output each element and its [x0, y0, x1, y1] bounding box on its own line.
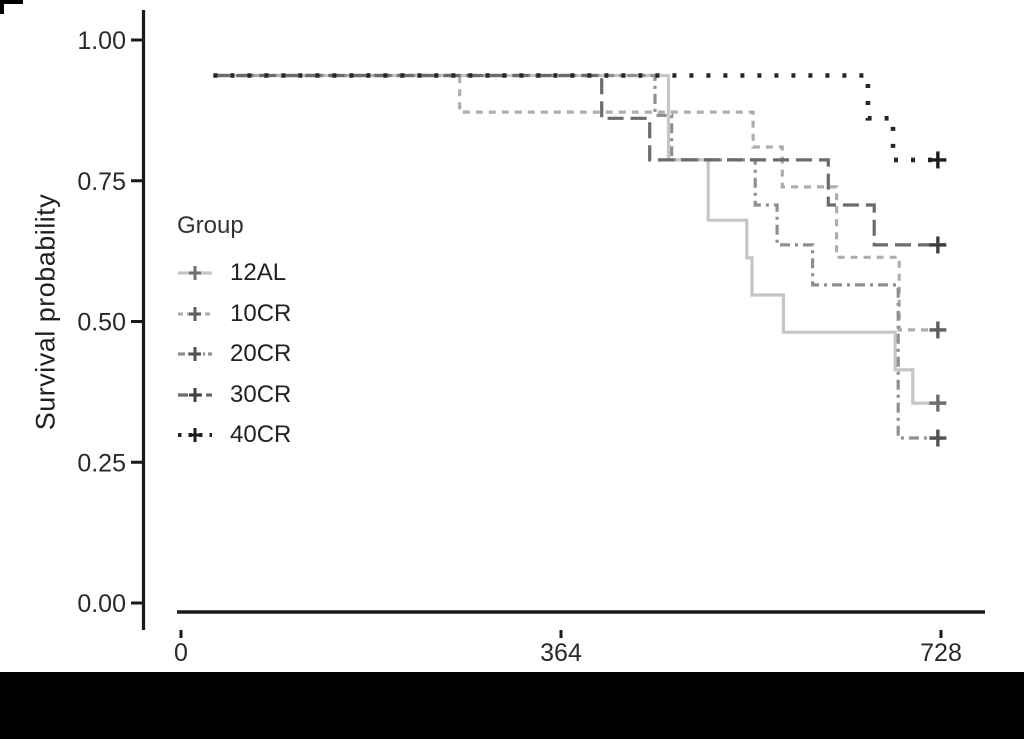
y-tick-label: 0.25: [77, 449, 126, 477]
top-left-black-mark-side: [0, 0, 4, 14]
legend-key-line-icon: [178, 428, 212, 443]
y-tick-label: 1.00: [77, 27, 126, 55]
survival-curve-20cr: [213, 73, 946, 440]
censor-plus-icon-30cr: [929, 236, 947, 254]
legend-key-line-icon: [178, 387, 212, 402]
legend-key-line-icon: [178, 306, 212, 321]
y-tick-label: 0.00: [77, 590, 126, 618]
y-tick-label: 0.50: [77, 309, 126, 337]
bottom-black-occlusion-bar: [0, 672, 1024, 739]
legend-title: Group: [177, 212, 244, 239]
x-tick-label: 0: [174, 639, 188, 667]
censor-plus-icon-40cr: [929, 151, 947, 169]
legend-label-12al: 12AL: [230, 259, 287, 287]
x-tick-label: 364: [540, 639, 582, 667]
censor-plus-icon-12al: [929, 394, 947, 412]
survival-curve-40cr: [213, 73, 946, 163]
legend-key-line-icon: [178, 347, 212, 362]
x-tick-label: 728: [920, 639, 962, 667]
legend-key-line-icon: [178, 266, 212, 281]
survival-curve-10cr: [213, 73, 946, 332]
legend-label-10cr: 10CR: [230, 299, 292, 327]
legend-label-30cr: 30CR: [230, 380, 292, 408]
survival-curve-30cr: [213, 73, 946, 247]
legend-item-12al: 12AL: [177, 253, 291, 294]
censor-plus-icon-10cr: [929, 321, 947, 339]
top-left-black-mark: [0, 0, 23, 4]
legend-item-20cr: 20CR: [177, 334, 291, 375]
legend-item-40cr: 40CR: [177, 415, 291, 456]
censor-plus-icon-20cr: [929, 429, 947, 447]
legend-label-20cr: 20CR: [230, 340, 292, 368]
survival-curve-12al: [213, 73, 946, 405]
legend: Group 12AL 10CR 20CR 30CR 40CR: [177, 212, 291, 456]
legend-item-30cr: 30CR: [177, 375, 291, 416]
legend-item-10cr: 10CR: [177, 294, 291, 335]
y-axis-title: Survival probability: [30, 193, 61, 431]
legend-label-40cr: 40CR: [230, 421, 292, 449]
y-tick-label: 0.75: [77, 168, 126, 196]
